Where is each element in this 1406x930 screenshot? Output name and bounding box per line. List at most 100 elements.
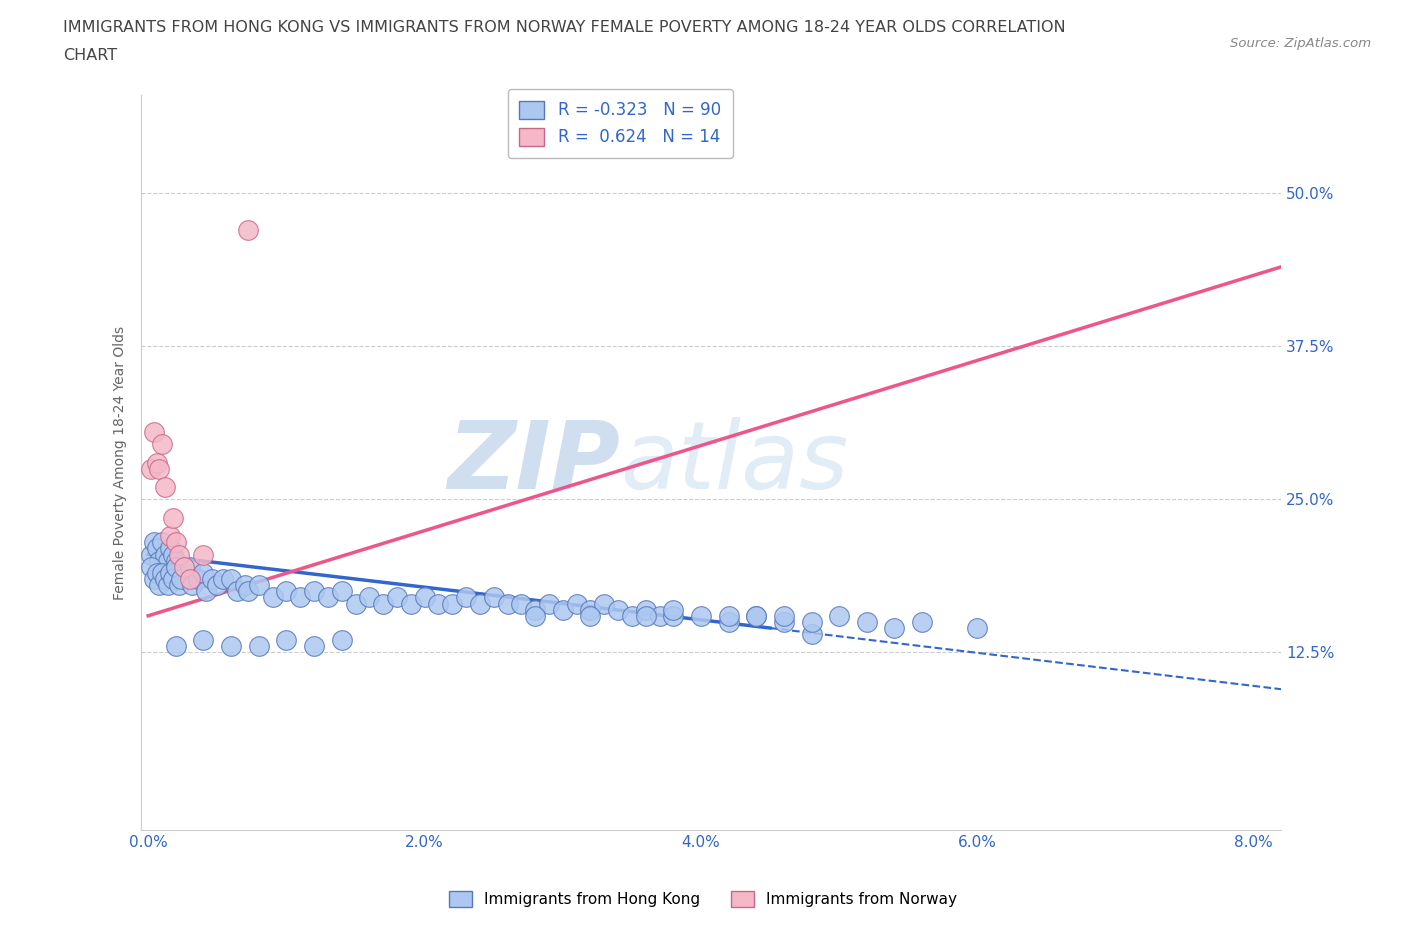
Point [219,572,242,587]
Point [165,535,187,550]
Point [620,608,643,623]
Point [717,615,740,630]
Point [139,461,162,476]
Point [745,608,768,623]
Point [482,590,505,604]
Point [662,608,685,623]
Point [551,603,574,618]
Point [173,559,195,574]
Point [211,572,233,587]
Point [302,584,325,599]
Point [139,559,162,574]
Text: IMMIGRANTS FROM HONG KONG VS IMMIGRANTS FROM NORWAY FEMALE POVERTY AMONG 18-24 Y: IMMIGRANTS FROM HONG KONG VS IMMIGRANTS … [63,20,1066,35]
Point [181,578,204,592]
Point [800,615,823,630]
Point [148,553,170,568]
Point [800,627,823,642]
Point [142,535,165,550]
Point [153,572,176,587]
Point [233,578,256,592]
Point [193,632,215,647]
Point [427,596,450,611]
Point [142,425,165,440]
Text: atlas: atlas [620,418,848,508]
Point [162,547,184,562]
Point [207,578,229,592]
Point [911,615,934,630]
Point [159,529,181,544]
Point [524,608,547,623]
Point [167,547,190,562]
Point [373,596,395,611]
Point [565,596,588,611]
Point [156,578,179,592]
Point [441,596,464,611]
Point [167,578,190,592]
Point [773,608,796,623]
Point [225,584,247,599]
Point [193,565,215,580]
Point [219,639,242,654]
Point [179,572,201,587]
Point [773,615,796,630]
Point [165,553,187,568]
Point [150,535,173,550]
Point [496,596,519,611]
Point [142,572,165,587]
Point [153,547,176,562]
Point [145,565,167,580]
Point [634,608,657,623]
Point [159,541,181,556]
Point [454,590,477,604]
Point [187,572,209,587]
Point [468,596,491,611]
Point [524,603,547,618]
Y-axis label: Female Poverty Among 18-24 Year Olds: Female Poverty Among 18-24 Year Olds [114,326,128,600]
Point [537,596,560,611]
Legend: Immigrants from Hong Kong, Immigrants from Norway: Immigrants from Hong Kong, Immigrants fr… [443,884,963,913]
Legend: R = -0.323   N = 90, R =  0.624   N = 14: R = -0.323 N = 90, R = 0.624 N = 14 [508,89,733,158]
Point [276,584,298,599]
Text: CHART: CHART [63,48,117,63]
Point [330,632,353,647]
Point [236,222,259,237]
Point [359,590,381,604]
Point [159,565,181,580]
Point [150,565,173,580]
Point [856,615,879,630]
Point [179,559,201,574]
Text: Source: ZipAtlas.com: Source: ZipAtlas.com [1230,37,1371,50]
Point [139,547,162,562]
Point [153,480,176,495]
Point [883,620,905,635]
Point [579,603,602,618]
Point [316,590,339,604]
Point [170,572,193,587]
Point [145,541,167,556]
Point [162,572,184,587]
Point [247,639,270,654]
Point [510,596,533,611]
Point [966,620,988,635]
Point [165,559,187,574]
Point [634,603,657,618]
Point [690,608,713,623]
Point [828,608,851,623]
Point [262,590,284,604]
Point [607,603,630,618]
Point [330,584,353,599]
Text: ZIP: ZIP [447,417,620,509]
Point [290,590,312,604]
Point [593,596,616,611]
Point [236,584,259,599]
Point [717,608,740,623]
Point [165,639,187,654]
Point [276,632,298,647]
Point [745,608,768,623]
Point [148,578,170,592]
Point [648,608,671,623]
Point [150,437,173,452]
Point [201,572,224,587]
Point [344,596,367,611]
Point [156,553,179,568]
